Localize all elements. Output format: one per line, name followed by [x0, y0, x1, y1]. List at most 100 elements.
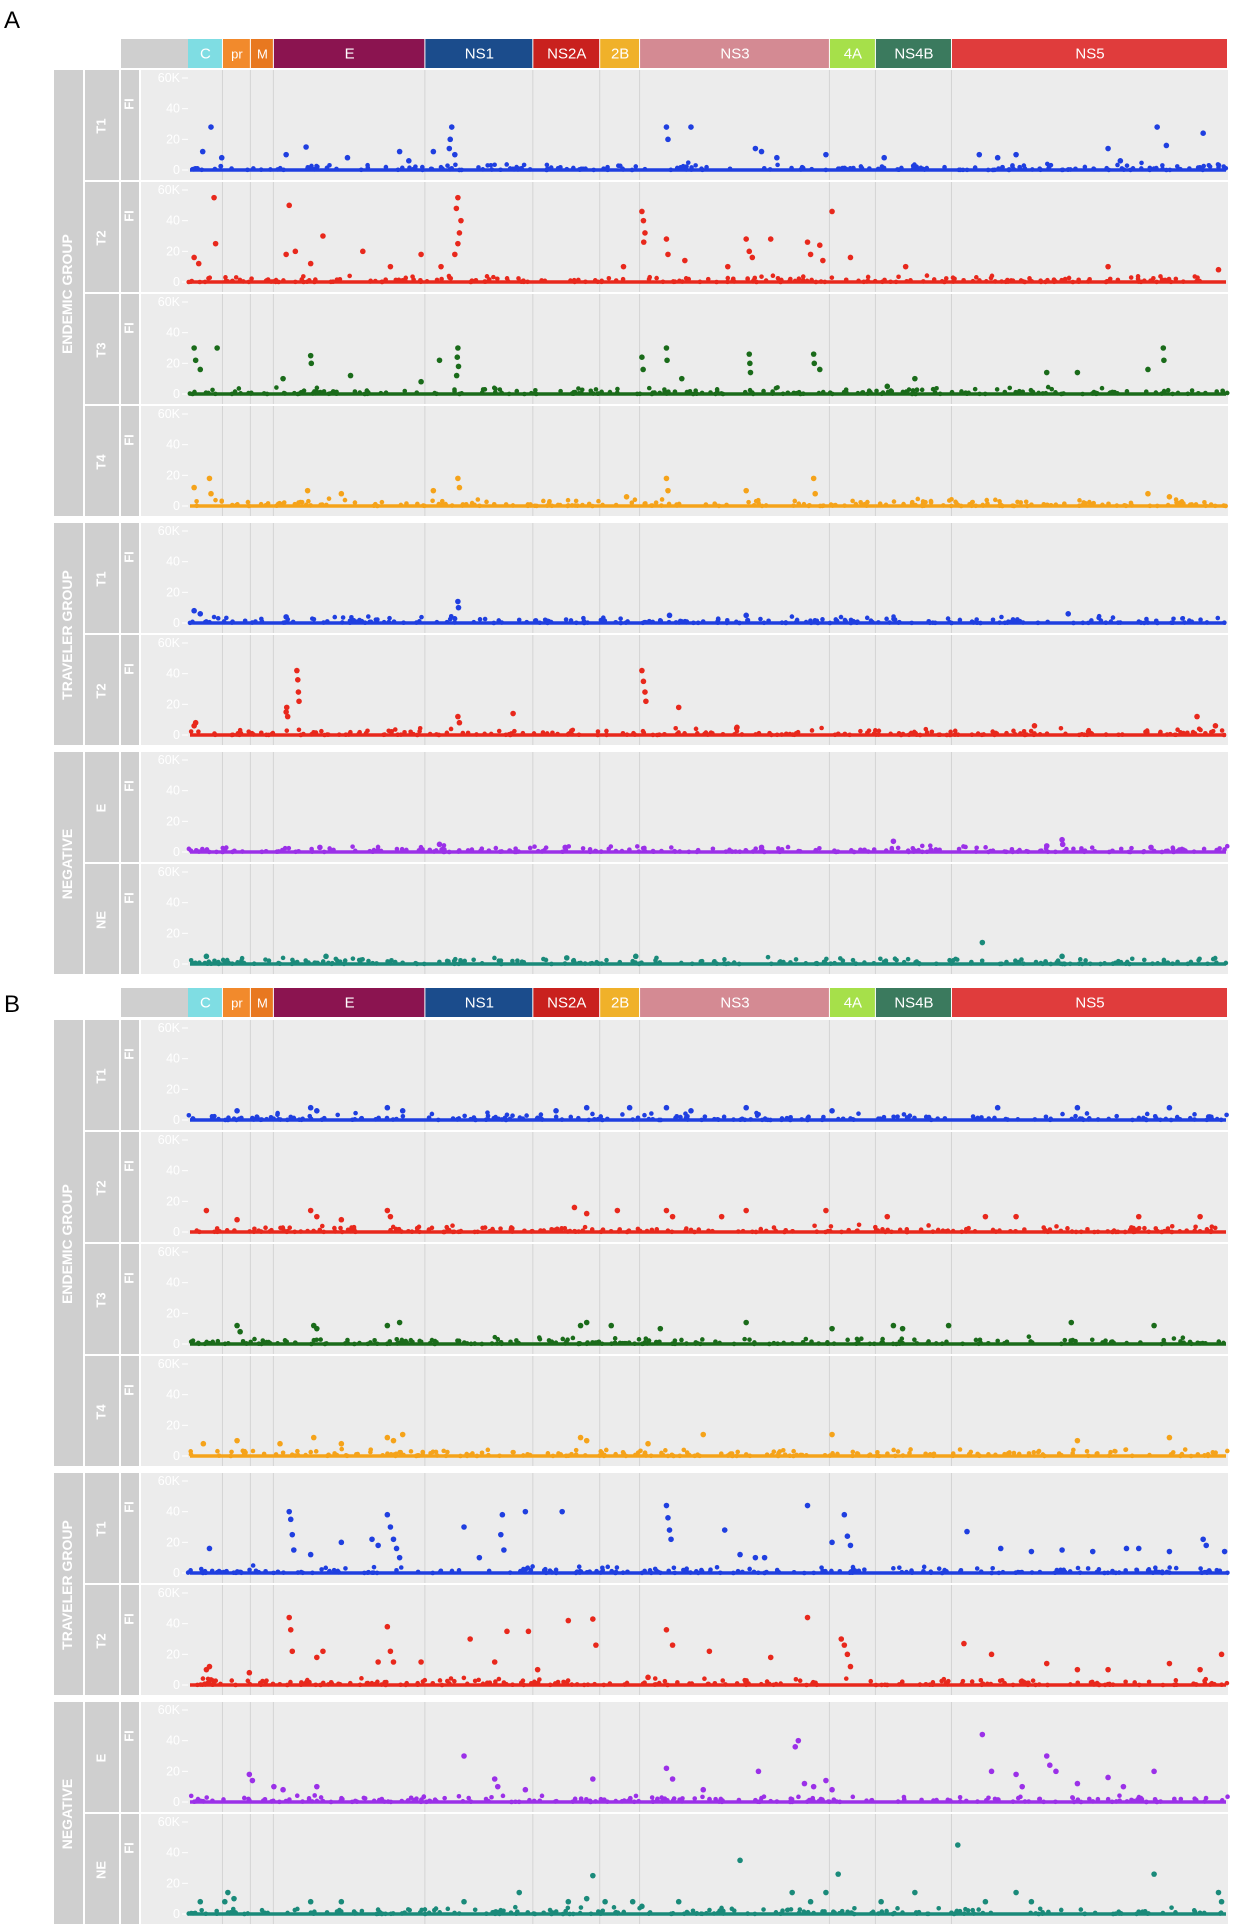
protein-segment-ns3 [640, 988, 829, 1017]
data-point [1021, 163, 1027, 168]
data-point [234, 1437, 240, 1444]
data-point [1108, 1449, 1113, 1455]
data-point [884, 383, 891, 390]
data-point [745, 619, 750, 624]
data-point [947, 619, 952, 625]
data-point [753, 1229, 759, 1235]
data-point [959, 1229, 965, 1235]
data-point [550, 730, 555, 736]
data-point [692, 1796, 698, 1801]
data-point [718, 1213, 725, 1220]
data-point [1155, 620, 1160, 626]
data-point [338, 1910, 343, 1915]
data-point [1130, 1117, 1135, 1123]
data-point [1173, 1565, 1179, 1571]
data-point [309, 166, 315, 172]
data-point [682, 257, 688, 264]
data-point [1037, 848, 1043, 854]
data-point [251, 961, 257, 967]
data-point [1131, 1798, 1136, 1804]
data-point [1087, 961, 1093, 967]
protein-label-m: M [257, 47, 268, 62]
data-point [804, 1453, 809, 1458]
data-point [477, 503, 482, 509]
data-point [620, 1453, 626, 1458]
data-point [342, 497, 348, 503]
data-point [713, 391, 718, 397]
data-point [473, 277, 479, 283]
data-point [1188, 502, 1193, 508]
data-point [232, 1228, 237, 1233]
data-point [310, 1570, 315, 1576]
data-point [642, 619, 647, 625]
data-point [992, 1115, 997, 1121]
data-point [187, 391, 193, 396]
data-point [888, 731, 893, 737]
data-point [394, 1336, 400, 1342]
data-point [1022, 1227, 1027, 1232]
data-point [824, 956, 829, 962]
data-point [532, 844, 537, 849]
data-point [993, 497, 998, 503]
data-point [963, 844, 968, 850]
y-tick-label: 40 [166, 214, 180, 228]
data-point [921, 1568, 926, 1574]
protein-label-ns5: NS5 [1075, 995, 1104, 1012]
data-point [855, 619, 860, 625]
data-point [665, 1682, 670, 1688]
data-point [577, 1341, 583, 1347]
data-point [891, 1566, 896, 1571]
data-point [669, 1776, 676, 1782]
plot-area [188, 1132, 1228, 1242]
data-point [1098, 961, 1103, 967]
data-point [206, 475, 213, 482]
data-point [1089, 1337, 1095, 1343]
data-point [1219, 728, 1225, 733]
data-point [456, 484, 463, 491]
data-point [659, 503, 664, 508]
data-point [1181, 279, 1186, 284]
data-point [452, 388, 457, 394]
data-point [1215, 615, 1221, 621]
data-point [1010, 278, 1016, 283]
data-point [249, 730, 255, 736]
data-point [522, 1786, 529, 1793]
data-point [909, 1568, 914, 1573]
data-point [1194, 278, 1199, 284]
data-point [445, 163, 450, 168]
data-point [520, 1453, 526, 1458]
data-point [275, 1341, 280, 1346]
data-point [801, 1570, 807, 1576]
data-point [1172, 1798, 1177, 1803]
data-point [520, 1678, 526, 1684]
data-point [549, 961, 554, 967]
data-point [372, 1337, 377, 1343]
data-point [1059, 1452, 1064, 1458]
data-point [710, 846, 716, 852]
data-point [576, 1564, 582, 1570]
data-point [557, 502, 563, 508]
data-point [700, 1431, 707, 1438]
row-label: NE [93, 1861, 108, 1879]
group-strip [54, 752, 83, 974]
data-point [392, 727, 398, 732]
fi-strip [121, 1356, 139, 1466]
data-point [190, 1338, 196, 1343]
y-tick-label: 0 [173, 845, 180, 859]
data-point [313, 277, 318, 282]
data-point [671, 1453, 676, 1459]
data-point [759, 503, 765, 509]
data-point [571, 165, 576, 171]
data-point [1069, 1116, 1075, 1122]
data-point [1073, 1113, 1078, 1119]
data-point [1076, 277, 1081, 283]
y-tick-label: 40 [166, 1846, 180, 1860]
data-point [1196, 726, 1202, 732]
data-point [1026, 1451, 1032, 1456]
data-point [292, 1229, 298, 1235]
data-point [820, 617, 825, 622]
data-point [199, 1907, 204, 1913]
